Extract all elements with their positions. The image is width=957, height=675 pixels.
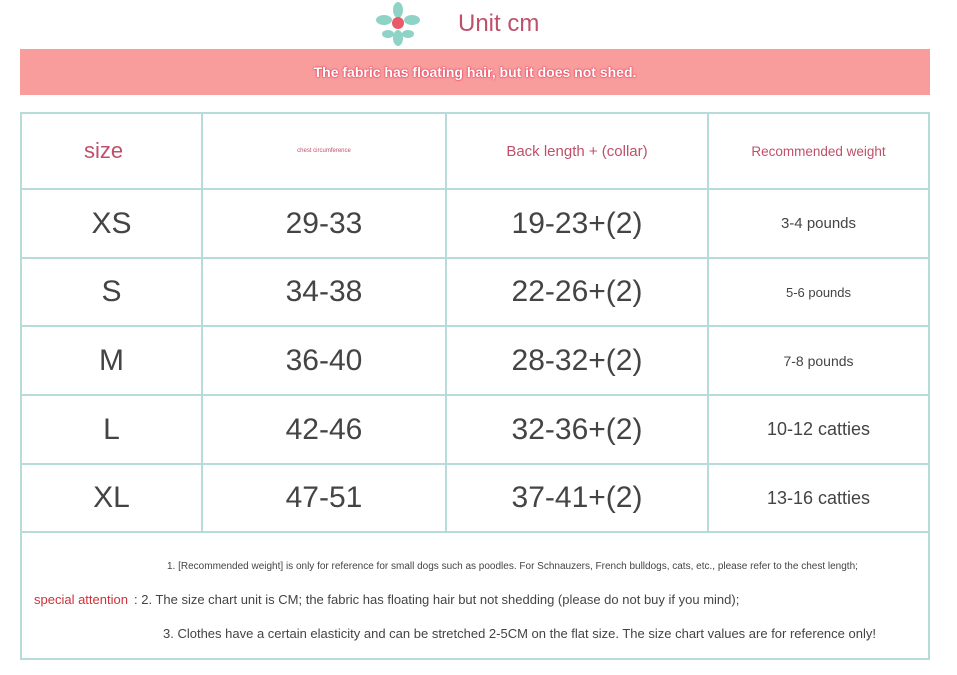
- flower-icon: [376, 2, 420, 46]
- size-table: size chest circumference Back length + (…: [20, 112, 930, 660]
- banner-text: The fabric has floating hair, but it doe…: [313, 64, 637, 80]
- unit-title: Unit cm: [458, 10, 540, 37]
- weight-cell: 3-4 pounds: [780, 215, 857, 232]
- back-length-cell: 22-26+(2): [447, 259, 709, 325]
- size-cell: S: [22, 259, 203, 325]
- header-size: size: [22, 114, 203, 188]
- size-cell: XS: [22, 190, 203, 257]
- weight-cell: 10-12 catties: [766, 419, 871, 439]
- note-3: 3. Clothes have a certain elasticity and…: [163, 626, 876, 641]
- back-length-cell: 28-32+(2): [447, 327, 709, 394]
- fabric-banner: The fabric has floating hair, but it doe…: [20, 49, 930, 95]
- header-chest: chest circumference: [203, 114, 447, 188]
- back-length-cell: 32-36+(2): [447, 396, 709, 463]
- weight-cell: 13-16 catties: [766, 487, 871, 508]
- special-attention-label: special attention: [34, 592, 128, 607]
- table-row: XS 29-33 19-23+(2) 3-4 pounds: [22, 190, 928, 259]
- note-2: : 2. The size chart unit is CM; the fabr…: [134, 592, 740, 607]
- weight-cell: 5-6 pounds: [785, 284, 852, 300]
- note-1: 1. [Recommended weight] is only for refe…: [167, 561, 858, 572]
- table-row: S 34-38 22-26+(2) 5-6 pounds: [22, 259, 928, 327]
- chest-cell: 47-51: [203, 465, 447, 531]
- notes-section: 1. [Recommended weight] is only for refe…: [22, 533, 928, 658]
- header-back-length: Back length + (collar): [447, 114, 709, 188]
- weight-cell: 7-8 pounds: [783, 352, 854, 369]
- table-row: L 42-46 32-36+(2) 10-12 catties: [22, 396, 928, 465]
- size-cell: M: [22, 327, 203, 394]
- size-cell: XL: [22, 465, 203, 531]
- size-cell: L: [22, 396, 203, 463]
- header-weight: Recommended weight: [751, 143, 886, 159]
- chest-cell: 29-33: [203, 190, 447, 257]
- table-row: XL 47-51 37-41+(2) 13-16 catties: [22, 465, 928, 533]
- table-row: M 36-40 28-32+(2) 7-8 pounds: [22, 327, 928, 396]
- back-length-cell: 19-23+(2): [447, 190, 709, 257]
- chest-cell: 36-40: [203, 327, 447, 394]
- chest-cell: 34-38: [203, 259, 447, 325]
- back-length-cell: 37-41+(2): [447, 465, 709, 531]
- page-header: Unit cm: [372, 2, 540, 46]
- chest-cell: 42-46: [203, 396, 447, 463]
- table-header-row: size chest circumference Back length + (…: [22, 114, 928, 190]
